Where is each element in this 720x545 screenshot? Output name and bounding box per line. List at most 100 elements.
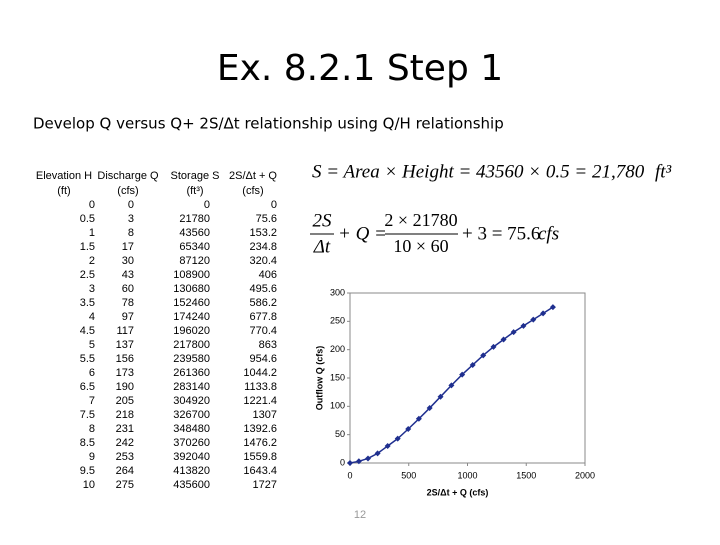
x-tick-label: 2000 xyxy=(575,470,595,480)
table-cell: 196020 xyxy=(173,325,210,337)
y-tick-label: 150 xyxy=(330,372,345,382)
table-cell: 392040 xyxy=(173,451,210,463)
table-cell: 217800 xyxy=(173,339,210,351)
table-cell: 75.6 xyxy=(256,213,277,225)
equation-part: + 3 = 75.6 xyxy=(462,223,540,244)
table-cell: 770.4 xyxy=(249,325,277,337)
table-header: (cfs) xyxy=(117,185,138,197)
data-point xyxy=(437,393,444,400)
data-point xyxy=(355,458,362,465)
table-cell: 0.5 xyxy=(80,213,95,225)
x-tick-label: 1500 xyxy=(516,470,536,480)
table-cell: 1476.2 xyxy=(243,437,277,449)
table-cell: 348480 xyxy=(173,423,210,435)
data-point xyxy=(530,316,537,323)
table-cell: 10 xyxy=(83,479,95,491)
table-cell: 264 xyxy=(116,465,134,477)
table-header: (cfs) xyxy=(242,185,263,197)
table-cell: 283140 xyxy=(173,381,210,393)
table-cell: 261360 xyxy=(173,367,210,379)
y-tick-label: 300 xyxy=(330,287,345,297)
table-cell: 65340 xyxy=(179,241,210,253)
data-point xyxy=(520,322,527,329)
table-cell: 78 xyxy=(122,297,134,309)
table-cell: 863 xyxy=(259,339,277,351)
table-cell: 8.5 xyxy=(80,437,95,449)
data-point xyxy=(347,460,353,466)
data-point xyxy=(384,443,391,449)
table-cell: 153.2 xyxy=(249,227,277,239)
data-point xyxy=(510,329,517,336)
table-cell: 304920 xyxy=(173,395,210,407)
table-cell: 954.6 xyxy=(249,353,277,365)
table-cell: 43 xyxy=(122,269,134,281)
y-tick-label: 50 xyxy=(335,429,345,439)
table-cell: 5 xyxy=(89,339,95,351)
table-cell: 2.5 xyxy=(80,269,95,281)
equation-part: 10 × 60 xyxy=(393,236,448,256)
table-cell: 231 xyxy=(116,423,134,435)
table-cell: 4 xyxy=(89,311,95,323)
y-tick-label: 0 xyxy=(340,457,345,467)
table-cell: 0 xyxy=(271,199,277,211)
page-number: 12 xyxy=(354,509,366,521)
table-cell: 1.5 xyxy=(80,241,95,253)
table-cell: 173 xyxy=(116,367,134,379)
table-cell: 108900 xyxy=(173,269,210,281)
data-point xyxy=(426,405,433,412)
table-cell: 137 xyxy=(116,339,134,351)
table-cell: 9 xyxy=(89,451,95,463)
table-cell: 7.5 xyxy=(80,409,95,421)
equation-part: + Q = xyxy=(338,223,387,244)
table-cell: 435600 xyxy=(173,479,210,491)
plot-frame xyxy=(349,292,586,464)
table-cell: 326700 xyxy=(173,409,210,421)
equation-unit: cfs xyxy=(538,223,559,244)
table-cell: 3 xyxy=(89,283,95,295)
x-axis-title: 2S/Δt + Q (cfs) xyxy=(427,487,489,497)
table-cell: 253 xyxy=(116,451,134,463)
table-cell: 174240 xyxy=(173,311,210,323)
table-cell: 1133.8 xyxy=(244,381,277,393)
table-header: Discharge Q xyxy=(97,170,159,182)
equation-part: 2 × 21780 xyxy=(384,210,457,230)
table-header: (ft) xyxy=(57,185,70,197)
table-cell: 21780 xyxy=(179,213,210,225)
table-cell: 130680 xyxy=(173,283,210,295)
table-cell: 495.6 xyxy=(249,283,277,295)
subtitle: Develop Q versus Q+ 2S/Δt relationship u… xyxy=(33,115,504,133)
table: Elevation H Discharge Q Storage S 2S/Δt + Q… xyxy=(36,170,278,491)
table-cell: 0 xyxy=(128,199,134,211)
table-cell: 413820 xyxy=(173,465,210,477)
y-tick-label: 250 xyxy=(330,316,345,326)
data-point xyxy=(374,450,381,457)
data-point xyxy=(415,415,422,422)
data-point xyxy=(500,336,507,343)
equation-part: Δt xyxy=(313,236,331,257)
table-cell: 218 xyxy=(116,409,134,421)
table-cell: 8 xyxy=(128,227,134,239)
data-point xyxy=(394,435,401,442)
data-point xyxy=(459,371,466,378)
table-cell: 239580 xyxy=(173,353,210,365)
slide-title: Ex. 8.2.1 Step 1 xyxy=(217,48,503,89)
x-tick-label: 500 xyxy=(401,470,416,480)
table-header: Storage S xyxy=(171,170,220,182)
table-cell: 2 xyxy=(89,255,95,267)
table-cell: 3 xyxy=(128,213,134,225)
table-cell: 370260 xyxy=(173,437,210,449)
data-point xyxy=(469,361,476,368)
table-cell: 320.4 xyxy=(249,255,277,267)
data-point xyxy=(490,343,497,350)
y-tick-label: 100 xyxy=(330,401,345,411)
x-tick-label: 1000 xyxy=(457,470,477,480)
table-cell: 1559.8 xyxy=(243,451,277,463)
equation-part: 2S xyxy=(313,210,333,231)
table-cell: 156 xyxy=(116,353,134,365)
table-cell: 0 xyxy=(89,199,95,211)
table-cell: 1044.2 xyxy=(243,367,277,379)
table-cell: 275 xyxy=(116,479,134,491)
table-cell: 117 xyxy=(116,325,134,337)
data-point xyxy=(549,304,556,311)
